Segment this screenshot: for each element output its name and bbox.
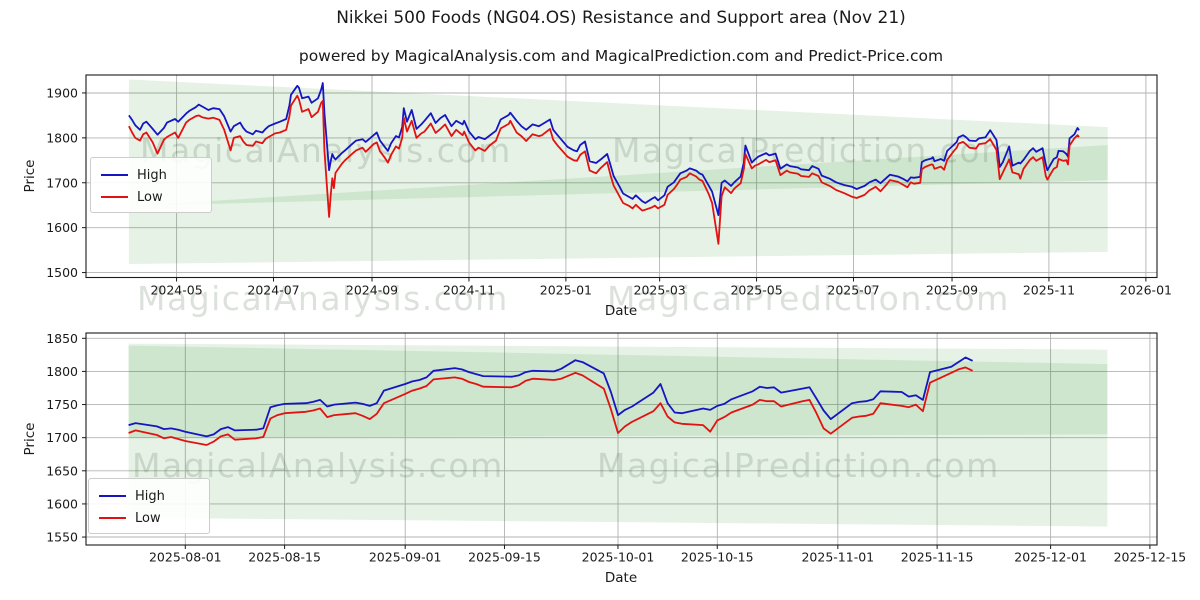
x-tick-label: 2025-08-01 bbox=[149, 550, 222, 565]
y-tick-label: 1700 bbox=[46, 430, 78, 445]
x-tick-label: 2025-09-15 bbox=[468, 550, 541, 565]
high-line-swatch bbox=[101, 174, 128, 176]
y-axis-label-top-chart: Price bbox=[22, 159, 38, 193]
x-axis-label-top-chart: Date bbox=[604, 303, 638, 319]
x-tick-label: 2025-11-15 bbox=[901, 550, 974, 565]
x-tick-label: 2024-07 bbox=[247, 283, 299, 298]
legend-label-high: High bbox=[135, 488, 165, 504]
high-line-swatch bbox=[99, 495, 126, 497]
plot-border bbox=[85, 74, 1158, 279]
y-tick-label: 1850 bbox=[46, 331, 78, 346]
y-tick-label: 1550 bbox=[46, 530, 78, 545]
y-tick-label: 1700 bbox=[46, 175, 78, 190]
x-tick-label: 2025-11 bbox=[1023, 283, 1075, 298]
legend-label-low: Low bbox=[137, 189, 163, 205]
legend-top-chart: High Low bbox=[90, 157, 212, 213]
x-tick-label: 2025-10-01 bbox=[582, 550, 655, 565]
x-tick-label: 2025-08-15 bbox=[248, 550, 321, 565]
support-area-band bbox=[128, 345, 1108, 527]
legend-item-low: Low bbox=[99, 507, 201, 529]
y-tick-label: 1650 bbox=[46, 463, 78, 478]
y-axis-label-bottom-chart: Price bbox=[22, 422, 38, 456]
x-tick-label: 2024-09 bbox=[346, 283, 398, 298]
x-tick-label: 2025-11-01 bbox=[801, 550, 874, 565]
x-axis-label-bottom-chart: Date bbox=[604, 570, 638, 586]
x-tick-label: 2025-09-01 bbox=[369, 550, 442, 565]
y-tick-label: 1900 bbox=[46, 85, 78, 100]
y-tick-label: 1800 bbox=[46, 130, 78, 145]
resistance-area-band bbox=[128, 79, 1108, 207]
legend-bottom-chart: High Low bbox=[88, 478, 210, 534]
x-tick-label: 2025-12-15 bbox=[1114, 550, 1187, 565]
legend-label-low: Low bbox=[135, 510, 161, 526]
x-tick-label: 2025-07 bbox=[827, 283, 879, 298]
y-tick-label: 1600 bbox=[46, 496, 78, 511]
legend-item-low: Low bbox=[101, 186, 203, 208]
resistance-area-band bbox=[128, 343, 1108, 438]
support-area-band bbox=[128, 145, 1108, 264]
x-tick-label: 2025-03 bbox=[634, 283, 686, 298]
x-tick-label: 2025-09 bbox=[926, 283, 978, 298]
y-tick-label: 1750 bbox=[46, 397, 78, 412]
x-tick-label: 2025-10-15 bbox=[681, 550, 754, 565]
y-tick-label: 1600 bbox=[46, 220, 78, 235]
low-series-line bbox=[128, 366, 973, 446]
x-tick-label: 2025-12-01 bbox=[1014, 550, 1087, 565]
x-tick-label: 2025-05 bbox=[730, 283, 782, 298]
x-tick-label: 2026-01 bbox=[1120, 283, 1172, 298]
plot-border bbox=[85, 332, 1158, 546]
page-subtitle: powered by MagicalAnalysis.com and Magic… bbox=[298, 47, 944, 65]
page-title: Nikkei 500 Foods (NG04.OS) Resistance an… bbox=[336, 8, 906, 28]
legend-item-high: High bbox=[101, 164, 203, 186]
x-tick-label: 2024-05 bbox=[150, 283, 202, 298]
high-series-line bbox=[128, 82, 1080, 217]
y-tick-label: 1800 bbox=[46, 364, 78, 379]
low-series-line bbox=[128, 94, 1080, 245]
high-series-line bbox=[128, 356, 973, 438]
x-tick-label: 2025-01 bbox=[540, 283, 592, 298]
y-tick-label: 1500 bbox=[46, 265, 78, 280]
legend-item-high: High bbox=[99, 485, 201, 507]
legend-label-high: High bbox=[137, 167, 167, 183]
x-tick-label: 2024-11 bbox=[443, 283, 495, 298]
low-line-swatch bbox=[101, 196, 128, 198]
low-line-swatch bbox=[99, 517, 126, 519]
